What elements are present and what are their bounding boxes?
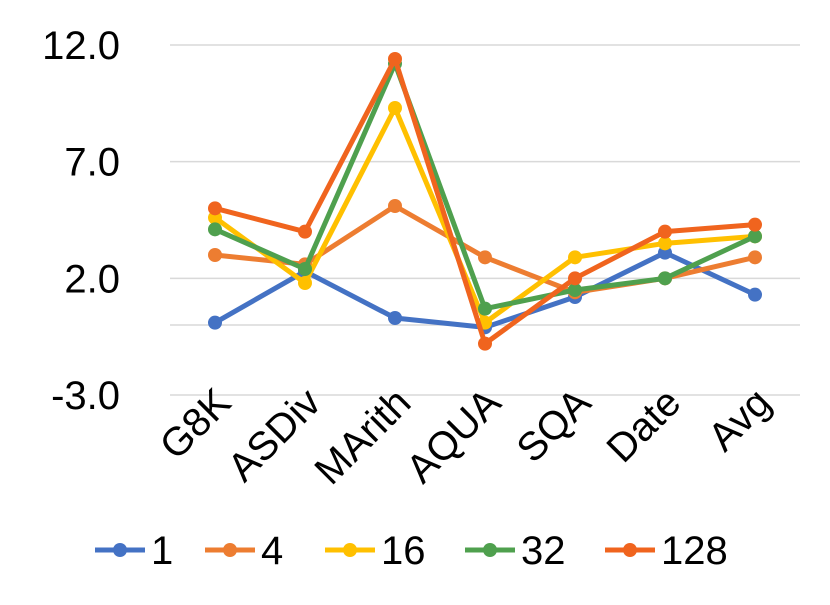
data-point — [748, 229, 762, 244]
legend-item: 16 — [325, 529, 426, 573]
data-point — [208, 248, 222, 262]
data-point — [658, 224, 672, 239]
data-point — [568, 250, 582, 265]
legend-label: 4 — [261, 529, 283, 573]
data-point — [478, 301, 492, 316]
x-category-label: MArith — [307, 380, 420, 493]
x-category-label: Avg — [700, 380, 779, 459]
data-point — [478, 336, 492, 351]
data-point — [478, 250, 492, 265]
series-line — [212, 105, 758, 326]
legend-item: 4 — [205, 529, 283, 573]
series-lines — [208, 52, 762, 351]
data-point — [748, 250, 762, 265]
data-point — [748, 217, 762, 232]
legend-label: 128 — [661, 529, 728, 573]
data-point — [208, 315, 222, 330]
series-line — [212, 56, 758, 347]
y-tick-label: 7.0 — [64, 141, 120, 185]
legend: 1 4 16 32 128 — [95, 529, 728, 573]
series-128 — [208, 52, 762, 351]
legend-swatch-marker — [223, 543, 237, 557]
series-4 — [208, 199, 762, 300]
data-point — [208, 201, 222, 216]
x-category-label: AQUA — [398, 380, 509, 491]
x-category-label: ASDiv — [220, 380, 330, 490]
y-axis-tick-labels: 12.0 7.0 2.0 -3.0 — [42, 24, 120, 418]
x-category-label: Date — [599, 380, 690, 471]
data-point — [568, 283, 582, 297]
legend-label: 16 — [381, 529, 426, 573]
legend-swatch-marker — [483, 543, 497, 557]
data-point — [658, 271, 672, 286]
data-point — [388, 311, 402, 325]
data-point — [568, 271, 582, 286]
legend-swatch-marker — [113, 543, 127, 557]
legend-item: 128 — [605, 529, 728, 573]
x-category-label: SQA — [509, 380, 600, 471]
y-tick-label: 2.0 — [64, 257, 120, 301]
y-tick-label: 12.0 — [42, 24, 120, 68]
data-point — [748, 287, 762, 302]
data-point — [388, 199, 402, 213]
legend-label: 1 — [151, 529, 173, 573]
legend-swatch-marker — [343, 543, 357, 557]
series-16 — [208, 101, 762, 330]
series-line — [212, 61, 758, 312]
y-tick-label: -3.0 — [51, 374, 120, 418]
data-point — [388, 52, 402, 66]
data-point — [298, 224, 312, 239]
legend-swatch-marker — [623, 543, 637, 557]
legend-item: 1 — [95, 529, 173, 573]
legend-item: 32 — [465, 529, 566, 573]
data-point — [388, 101, 402, 115]
legend-label: 32 — [521, 529, 566, 573]
data-point — [208, 222, 222, 237]
data-point — [298, 276, 312, 290]
data-point — [658, 236, 672, 251]
data-point — [298, 262, 312, 276]
